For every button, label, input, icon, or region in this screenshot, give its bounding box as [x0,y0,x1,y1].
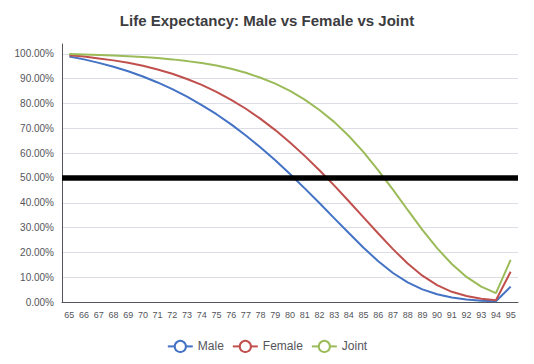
svg-text:74: 74 [197,310,207,320]
svg-text:Joint: Joint [342,339,368,353]
svg-text:65: 65 [64,310,74,320]
svg-text:87: 87 [388,310,398,320]
svg-text:69: 69 [123,310,133,320]
svg-text:85: 85 [359,310,369,320]
svg-text:30.00%: 30.00% [20,222,54,233]
svg-text:100.00%: 100.00% [15,48,55,59]
svg-text:82: 82 [314,310,324,320]
svg-text:91: 91 [447,310,457,320]
svg-text:Life Expectancy: Male vs Femal: Life Expectancy: Male vs Female vs Joint [120,12,414,29]
svg-text:77: 77 [241,310,251,320]
svg-text:20.00%: 20.00% [20,247,54,258]
svg-text:70.00%: 70.00% [20,123,54,134]
svg-text:76: 76 [226,310,236,320]
svg-text:94: 94 [491,310,501,320]
svg-text:95: 95 [506,310,516,320]
svg-text:89: 89 [417,310,427,320]
svg-text:75: 75 [211,310,221,320]
svg-text:10.00%: 10.00% [20,272,54,283]
svg-text:71: 71 [153,310,163,320]
svg-text:70: 70 [138,310,148,320]
svg-text:90.00%: 90.00% [20,73,54,84]
svg-text:80.00%: 80.00% [20,98,54,109]
svg-text:92: 92 [462,310,472,320]
svg-text:86: 86 [373,310,383,320]
svg-text:80: 80 [285,310,295,320]
svg-text:0.00%: 0.00% [26,297,54,308]
svg-text:90: 90 [432,310,442,320]
svg-text:60.00%: 60.00% [20,148,54,159]
svg-text:78: 78 [256,310,266,320]
svg-text:72: 72 [167,310,177,320]
svg-text:68: 68 [108,310,118,320]
svg-text:83: 83 [329,310,339,320]
svg-text:93: 93 [476,310,486,320]
svg-text:Female: Female [263,339,303,353]
svg-text:66: 66 [79,310,89,320]
svg-text:50.00%: 50.00% [20,172,54,183]
svg-text:73: 73 [182,310,192,320]
svg-text:40.00%: 40.00% [20,197,54,208]
svg-text:81: 81 [300,310,310,320]
svg-text:Male: Male [198,339,224,353]
svg-text:88: 88 [403,310,413,320]
svg-text:67: 67 [94,310,104,320]
svg-text:84: 84 [344,310,354,320]
svg-text:79: 79 [270,310,280,320]
